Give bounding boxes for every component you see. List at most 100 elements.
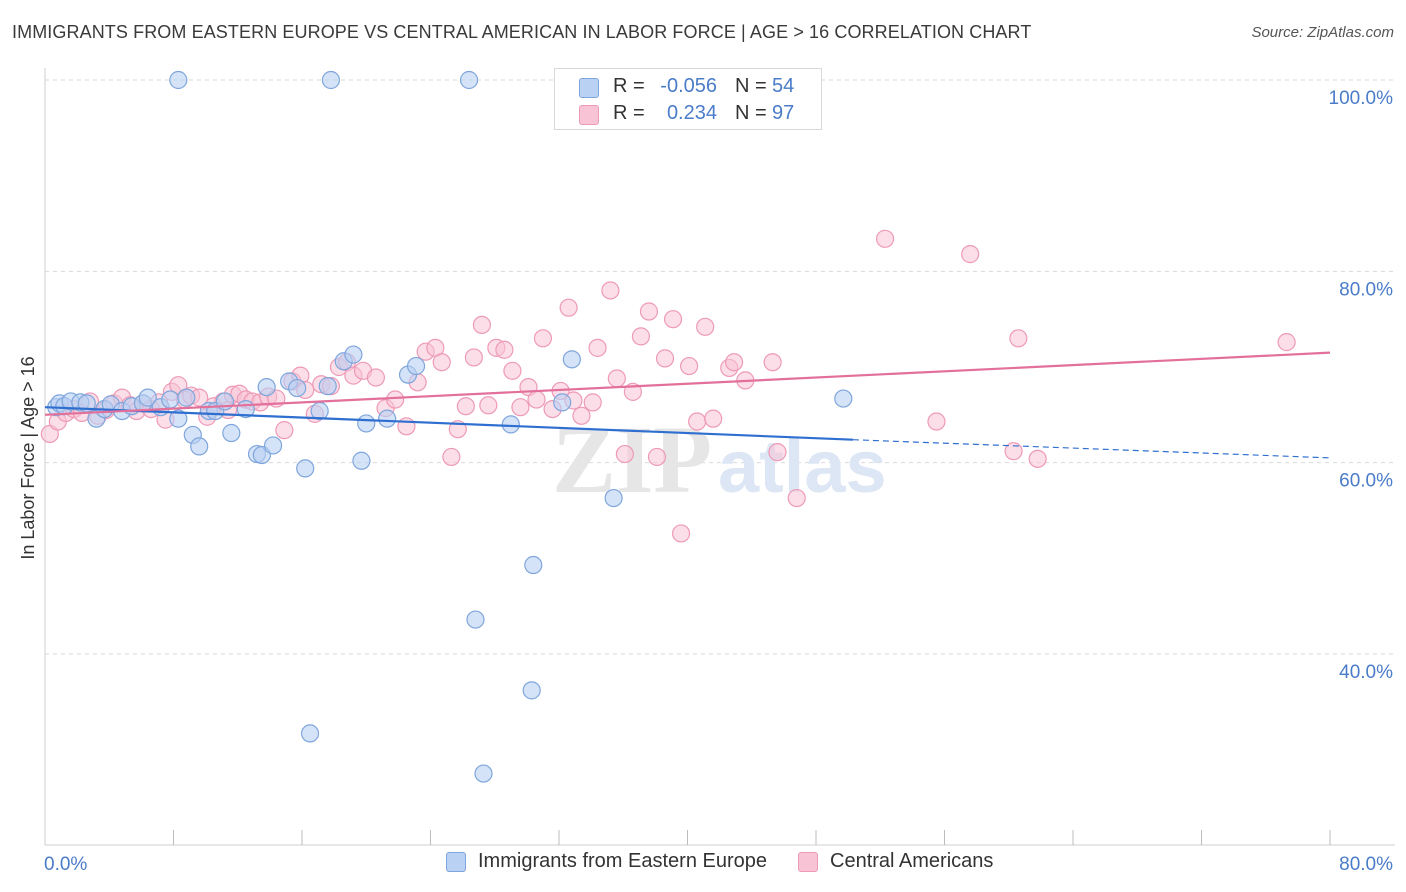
data-point-eastern-europe [263, 436, 283, 455]
data-point-central-americans [275, 421, 294, 440]
data-point-eastern-europe [138, 388, 157, 407]
stats-blue-n-label: N = [735, 75, 767, 97]
legend-item-eastern-europe[interactable]: Immigrants from Eastern Europe [446, 850, 767, 873]
data-point-central-americans [503, 361, 522, 380]
data-point-central-americans [1028, 449, 1047, 468]
data-point-eastern-europe [300, 724, 320, 743]
data-point-eastern-europe [190, 437, 209, 456]
data-point-eastern-europe [357, 414, 376, 433]
data-point-central-americans [1277, 333, 1296, 352]
data-point-central-americans [663, 310, 683, 329]
grid-lines [45, 79, 1395, 655]
data-point-eastern-europe [459, 70, 479, 90]
data-point-eastern-europe [474, 764, 493, 783]
data-point-eastern-europe [161, 390, 180, 409]
data-point-eastern-europe [406, 356, 426, 376]
stats-blue-n-value: 54 [772, 75, 795, 97]
chart-title: IMMIGRANTS FROM EASTERN EUROPE VS CENTRA… [12, 22, 1032, 42]
data-point-central-americans [875, 229, 895, 248]
data-point-eastern-europe [466, 610, 485, 629]
bottom-legend: Immigrants from Eastern Europe Central A… [0, 850, 1406, 880]
y-tick-label: 60.0% [1339, 471, 1393, 492]
trend-line-eastern-europe-extension [852, 439, 1331, 459]
data-point-eastern-europe [553, 393, 572, 412]
data-point-central-americans [588, 338, 607, 357]
stats-row-blue: R = -0.056 N = 54 [555, 75, 821, 101]
trend-line-central-americans [44, 351, 1331, 416]
data-point-central-americans [397, 417, 416, 436]
legend-swatch-blue [446, 851, 466, 872]
data-point-central-americans [671, 524, 691, 543]
data-point-central-americans [927, 412, 946, 431]
data-point-central-americans [763, 353, 782, 372]
data-point-central-americans [495, 340, 514, 359]
source-label: Source: ZipAtlas.com [1251, 24, 1394, 41]
data-point-eastern-europe [604, 488, 623, 508]
x-tick-label: 0.0% [44, 854, 87, 875]
data-point-central-americans [631, 327, 651, 346]
stats-pink-n-value: 97 [772, 102, 795, 124]
data-point-eastern-europe [562, 350, 581, 369]
data-point-central-americans [442, 447, 461, 467]
legend-item-central-americans[interactable]: Central Americans [798, 850, 993, 873]
y-tick-label: 80.0% [1339, 279, 1393, 300]
data-point-eastern-europe [501, 415, 520, 434]
data-point-central-americans [961, 245, 980, 264]
data-point-eastern-europe [524, 555, 543, 575]
data-point-central-americans [724, 353, 744, 372]
data-point-central-americans [511, 398, 530, 417]
axes [44, 68, 1395, 846]
legend-swatch-pink [798, 851, 818, 872]
stats-pink-n-label: N = [735, 102, 767, 124]
data-point-central-americans [615, 444, 634, 464]
data-point-central-americans [680, 356, 699, 376]
data-point-central-americans [559, 298, 578, 317]
data-point-central-americans [533, 329, 553, 348]
data-point-eastern-europe [222, 423, 241, 443]
data-point-central-americans [704, 409, 723, 428]
data-point-eastern-europe [288, 378, 307, 398]
data-point-central-americans [601, 281, 620, 300]
data-point-eastern-europe [257, 377, 276, 397]
data-point-central-americans [1009, 329, 1028, 348]
y-tick-label: 100.0% [1329, 88, 1394, 109]
data-point-central-americans [583, 393, 602, 412]
data-point-central-americans [1004, 442, 1023, 461]
y-tick-label: 40.0% [1339, 662, 1393, 683]
data-point-central-americans [696, 317, 715, 336]
trend-lines [44, 351, 1331, 459]
stats-pink-swatch [579, 105, 599, 125]
data-point-eastern-europe [522, 681, 541, 700]
data-point-central-americans [479, 396, 498, 415]
data-point-central-americans [527, 390, 546, 409]
data-point-eastern-europe [378, 409, 397, 428]
data-point-central-americans [655, 349, 675, 368]
data-point-central-americans [768, 443, 787, 462]
data-point-central-americans [572, 406, 591, 425]
data-point-eastern-europe [296, 459, 315, 478]
data-point-central-americans [787, 488, 806, 508]
tick-labels: 40.0% 60.0% 80.0% 100.0% 0.0% 80.0% [44, 88, 1393, 875]
data-point-eastern-europe [321, 70, 341, 90]
data-point-central-americans [639, 302, 659, 321]
legend-label-central-americans: Central Americans [830, 850, 994, 872]
stats-pink-r-value: 0.234 [666, 102, 717, 124]
data-point-central-americans [366, 368, 385, 387]
stats-blue-r-value: -0.056 [660, 75, 717, 97]
stats-blue-swatch [579, 78, 599, 98]
data-point-central-americans [386, 390, 405, 409]
data-point-eastern-europe [318, 377, 337, 396]
data-point-eastern-europe [834, 389, 853, 408]
data-point-central-americans [472, 315, 491, 335]
data-point-central-americans [464, 348, 483, 367]
data-point-eastern-europe [352, 451, 371, 470]
stats-row-pink: R = 0.234 N = 97 [555, 102, 821, 128]
data-point-central-americans [688, 412, 707, 431]
data-point-eastern-europe [169, 409, 188, 428]
data-point-eastern-europe [177, 388, 196, 407]
stats-pink-r-label: R = [613, 102, 645, 124]
stats-legend: R = -0.056 N = 54 R = 0.234 N = 97 [554, 68, 822, 130]
data-point-eastern-europe [344, 345, 363, 364]
data-point-eastern-europe [169, 70, 188, 90]
